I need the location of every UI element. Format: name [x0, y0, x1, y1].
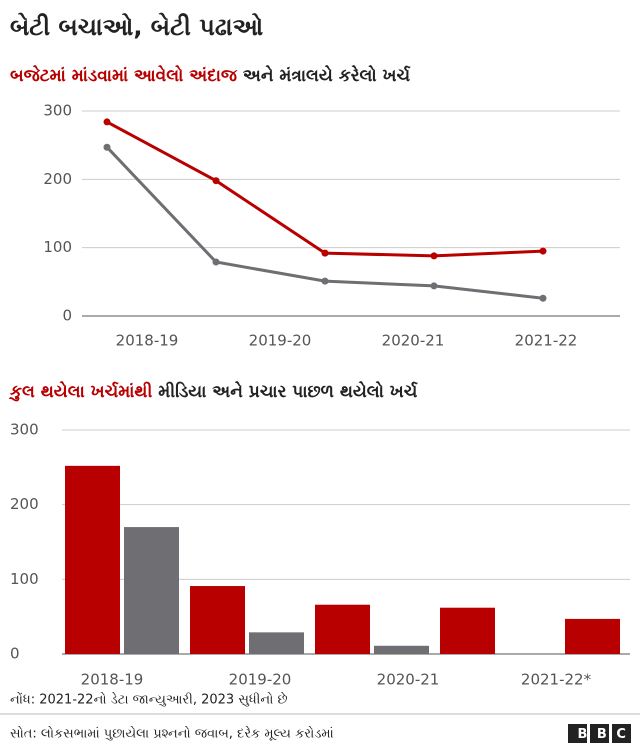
- y-tick-label: 0: [62, 307, 72, 325]
- y-tick-label: 200: [10, 495, 39, 513]
- y-tick-label: 300: [10, 421, 39, 439]
- legend-entry: કુલ થયેલા ખર્ચમાંથી: [9, 380, 153, 402]
- point: [212, 177, 220, 185]
- point: [539, 294, 547, 302]
- point: [321, 249, 329, 257]
- bar: [190, 586, 245, 654]
- bar: [565, 618, 620, 654]
- x-tick-label: 2018-19: [116, 332, 179, 350]
- legend-entry: મંત્રાલયે કરેલો ખર્ચ: [279, 64, 411, 86]
- point: [212, 258, 220, 266]
- y-tick-label: 200: [43, 170, 72, 188]
- x-tick-label: 2018-19: [81, 671, 144, 689]
- point: [321, 277, 329, 285]
- bar: [374, 645, 429, 654]
- line-series: [105, 146, 544, 300]
- x-tick-label: 2019-20: [229, 671, 292, 689]
- x-tick-label: 2020-21: [382, 332, 445, 350]
- title: બેટી બચાઓ, બેટી પઢાઓ: [10, 12, 263, 41]
- note: નોંધ: 2021-22નો ડેટા જાન્યુઆરી, 2023 સુધ…: [10, 691, 288, 707]
- point: [103, 143, 111, 151]
- bar: [315, 604, 370, 654]
- y-tick-label: 0: [10, 645, 20, 663]
- point: [539, 247, 547, 255]
- x-tick-label: 2020-21: [377, 671, 440, 689]
- line-series: [106, 120, 544, 258]
- subtitle: બજેટમાં માંડવામાં આવેલો અંદાજ અને મંત્રા…: [10, 64, 411, 86]
- bar: [65, 465, 120, 654]
- x-tick-label: 2021-22: [515, 332, 578, 350]
- source: સોત: લોકસભામાં પુછાયેલા પ્રશ્નનો જવાબ, દ…: [10, 725, 334, 741]
- bar: [249, 632, 304, 654]
- y-tick-label: 100: [10, 570, 39, 588]
- subtitle: કુલ થયેલા ખર્ચમાંથી મીડિયા અને પ્રચાર પા…: [9, 380, 419, 402]
- logo-box: [568, 724, 587, 743]
- bar: [124, 527, 179, 654]
- y-tick-label: 300: [43, 102, 72, 120]
- bar: [440, 607, 495, 654]
- point: [103, 118, 111, 126]
- legend-entry: બજેટમાં માંડવામાં આવેલો અંદાજ: [10, 64, 238, 86]
- logo-box: [590, 724, 609, 743]
- x-tick-label: 2021-22*: [521, 671, 592, 689]
- point: [430, 282, 438, 290]
- legend-entry: મીડિયા અને પ્રચાર પાછળ થયેલો ખર્ચ: [158, 380, 418, 402]
- logo-box: [612, 724, 631, 743]
- logo: BBC: [578, 727, 636, 742]
- point: [430, 252, 438, 260]
- x-tick-label: 2019-20: [249, 332, 312, 350]
- y-tick-label: 100: [43, 238, 72, 256]
- subtitle-joiner: અને: [237, 64, 279, 86]
